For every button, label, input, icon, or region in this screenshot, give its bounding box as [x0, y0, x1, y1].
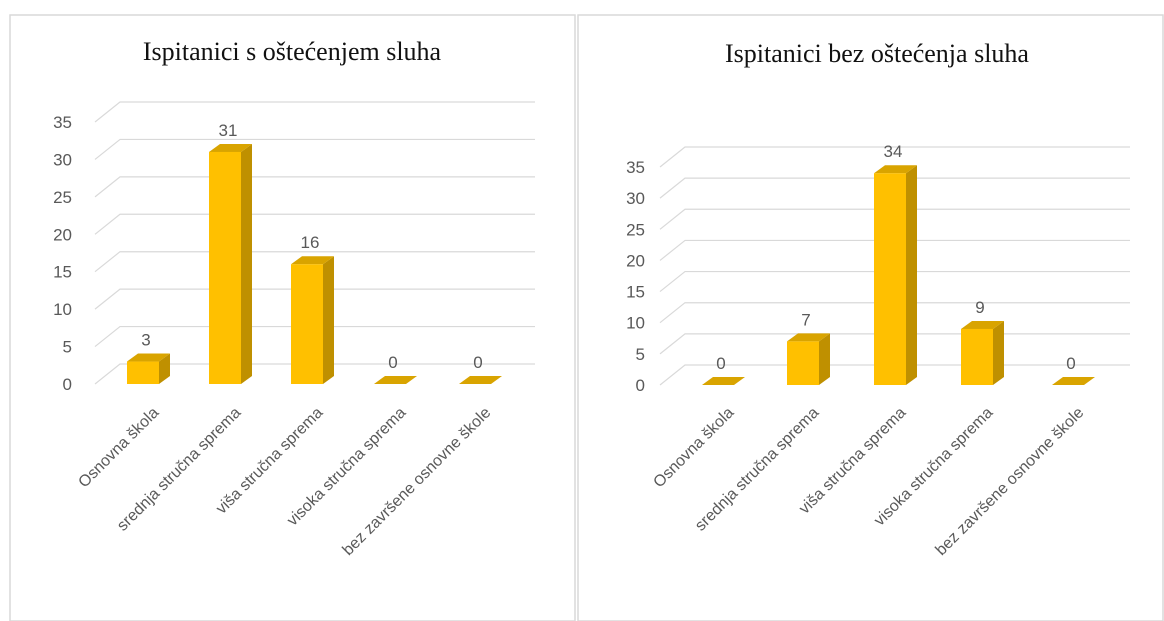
- y-tick-label: 30: [53, 150, 72, 169]
- bar-top: [1052, 377, 1095, 385]
- grid-line: [659, 208, 1130, 230]
- data-label: 16: [301, 233, 320, 252]
- grid-line: [94, 288, 535, 310]
- chart-title: Ispitanici bez oštećenja sluha: [725, 39, 1029, 68]
- y-tick-label: 10: [626, 314, 645, 333]
- y-tick-label: 20: [626, 251, 645, 270]
- bar-side: [993, 320, 1004, 385]
- grid-line: [659, 239, 1130, 261]
- bar-side: [906, 165, 917, 385]
- data-label: 31: [219, 121, 238, 140]
- bar-front: [874, 173, 906, 385]
- bar-top: [291, 256, 334, 265]
- grid-line: [659, 146, 1130, 168]
- grid-line: [94, 101, 535, 123]
- y-tick-label: 25: [626, 220, 645, 239]
- grid-line: [94, 325, 535, 348]
- bar-side: [323, 256, 334, 384]
- y-tick-label: 0: [63, 375, 72, 394]
- bar-side: [159, 353, 170, 384]
- y-tick-label: 20: [53, 225, 72, 244]
- bar-front: [127, 361, 159, 384]
- grid-line: [94, 176, 535, 198]
- bar-top: [459, 376, 502, 384]
- grid-line: [659, 302, 1130, 324]
- data-label: 34: [884, 142, 903, 161]
- bar-top: [127, 353, 170, 362]
- bar: [209, 143, 252, 384]
- chart-title: Ispitanici s oštećenjem sluha: [143, 37, 442, 66]
- bar: [291, 256, 334, 384]
- data-label: 0: [716, 354, 725, 373]
- y-tick-label: 35: [626, 158, 645, 177]
- y-tick-label: 30: [626, 189, 645, 208]
- panel-border: [9, 14, 576, 621]
- y-tick-label: 5: [63, 338, 72, 357]
- bar-front: [961, 328, 993, 385]
- data-label: 0: [473, 353, 482, 372]
- bar-top: [874, 165, 917, 174]
- y-tick-label: 25: [53, 188, 72, 207]
- grid-line: [94, 363, 535, 385]
- grid-line: [659, 270, 1130, 293]
- bar-front: [209, 151, 241, 384]
- bar: [702, 377, 745, 385]
- bar: [1052, 377, 1095, 385]
- y-tick-label: 15: [53, 263, 72, 282]
- grid-line: [94, 251, 535, 273]
- data-label: 9: [975, 298, 984, 317]
- y-tick-label: 15: [626, 283, 645, 302]
- data-label: 0: [1066, 354, 1075, 373]
- data-label: 7: [801, 310, 810, 329]
- y-tick-label: 5: [636, 345, 645, 364]
- y-tick-label: 35: [53, 113, 72, 132]
- data-label: 3: [141, 331, 150, 350]
- bar-top: [702, 377, 745, 385]
- panel-border: [577, 14, 1164, 621]
- x-tick-label: bez završene osnovne škole: [340, 404, 495, 559]
- bar: [127, 353, 170, 384]
- x-tick-label: bez završene osnovne škole: [933, 404, 1088, 559]
- bar: [374, 376, 417, 384]
- bar-top: [374, 376, 417, 384]
- grid-line: [659, 177, 1130, 199]
- y-tick-label: 0: [636, 376, 645, 395]
- bar: [787, 333, 830, 385]
- bar: [459, 376, 502, 384]
- x-tick-label: Osnovna škola: [75, 404, 162, 491]
- bar-top: [961, 320, 1004, 329]
- bar: [874, 165, 917, 385]
- x-tick-label: Osnovna škola: [650, 404, 737, 491]
- bar-front: [291, 264, 323, 384]
- bar-front: [787, 341, 819, 385]
- grid-line: [94, 213, 535, 235]
- bar-top: [209, 143, 252, 152]
- bar-side: [819, 333, 830, 385]
- bar-top: [787, 333, 830, 342]
- data-label: 0: [388, 353, 397, 372]
- bar-side: [241, 143, 252, 384]
- grid-line: [94, 138, 535, 160]
- y-tick-label: 10: [53, 300, 72, 319]
- bar: [961, 320, 1004, 385]
